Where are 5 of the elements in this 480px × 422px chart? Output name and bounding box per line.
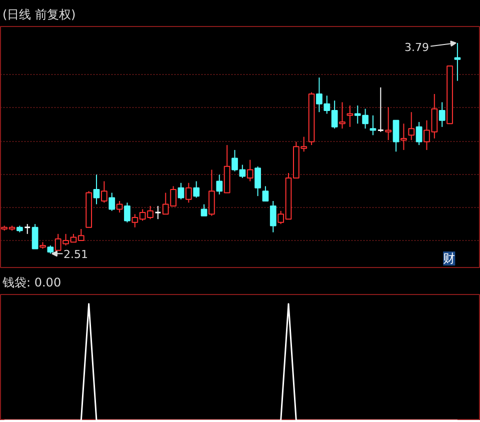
annotation: 财 (443, 252, 456, 266)
annotation: 2.51 (63, 248, 88, 262)
chart-title: (日线 前复权) (2, 8, 76, 22)
annotation: 3.79 (404, 40, 430, 54)
chart-title: 钱袋: 0.00 (2, 276, 62, 290)
